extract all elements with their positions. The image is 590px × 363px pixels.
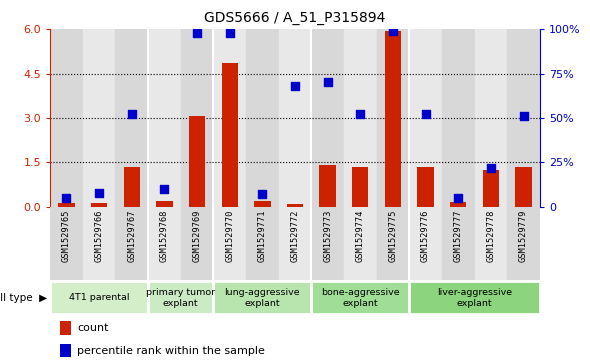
Bar (124, 167, 140, 207)
Point (94, 190, 104, 196)
Bar (246, 207, 278, 280)
Bar (312, 207, 344, 280)
Bar (148, 207, 181, 280)
Bar (246, 29, 278, 207)
Point (290, 83, 300, 89)
Bar (385, 30, 401, 207)
Bar (254, 201, 270, 207)
Text: GSM1529776: GSM1529776 (421, 209, 430, 262)
Text: bone-aggressive
explant: bone-aggressive explant (321, 287, 399, 308)
Text: GSM1529770: GSM1529770 (225, 209, 234, 262)
Point (486, 165, 496, 171)
Bar (312, 29, 344, 207)
Text: GSM1529778: GSM1529778 (486, 209, 496, 262)
Bar (352, 167, 368, 207)
Bar (278, 207, 312, 280)
Bar (181, 207, 214, 280)
Text: GSM1529777: GSM1529777 (454, 209, 463, 262)
Text: GSM1529766: GSM1529766 (94, 209, 104, 262)
Bar (418, 167, 434, 207)
Bar (50, 207, 83, 280)
Bar (507, 29, 540, 207)
Point (127, 111, 136, 117)
Bar (91, 203, 107, 207)
Text: GSM1529769: GSM1529769 (192, 209, 202, 262)
Point (421, 111, 430, 117)
Bar (344, 207, 376, 280)
Bar (376, 207, 409, 280)
Point (323, 79, 332, 85)
Bar (516, 167, 532, 207)
Text: GSM1529772: GSM1529772 (290, 209, 300, 262)
Bar (450, 201, 467, 207)
FancyBboxPatch shape (214, 281, 312, 314)
Title: GDS5666 / A_51_P315894: GDS5666 / A_51_P315894 (204, 11, 386, 25)
Point (192, 30, 202, 36)
Text: primary tumor
explant: primary tumor explant (146, 287, 215, 308)
Bar (214, 29, 246, 207)
Bar (116, 207, 148, 280)
Bar (148, 29, 181, 207)
Bar (222, 63, 238, 207)
Text: GSM1529767: GSM1529767 (127, 209, 136, 262)
Bar (278, 29, 312, 207)
FancyBboxPatch shape (50, 281, 148, 314)
Bar (116, 29, 148, 207)
Point (519, 113, 528, 119)
Bar (483, 170, 499, 207)
Point (388, 28, 398, 34)
Bar (442, 207, 474, 280)
Point (160, 186, 169, 192)
Text: 4T1 parental: 4T1 parental (69, 293, 129, 302)
Bar (50, 29, 83, 207)
Point (225, 30, 234, 36)
Bar (83, 207, 116, 280)
FancyBboxPatch shape (312, 281, 409, 314)
Bar (181, 29, 214, 207)
Point (62, 195, 71, 201)
Bar (189, 117, 205, 207)
Bar (60, 322, 71, 335)
Bar (409, 207, 442, 280)
Point (356, 111, 365, 117)
Point (258, 192, 267, 197)
Bar (507, 207, 540, 280)
FancyBboxPatch shape (148, 281, 214, 314)
Bar (409, 29, 442, 207)
Text: GSM1529774: GSM1529774 (356, 209, 365, 262)
FancyBboxPatch shape (409, 281, 540, 314)
Text: count: count (77, 323, 109, 333)
Text: GSM1529771: GSM1529771 (258, 209, 267, 262)
Bar (344, 29, 376, 207)
Bar (60, 344, 71, 357)
Text: lung-aggressive
explant: lung-aggressive explant (225, 287, 300, 308)
Text: liver-aggressive
explant: liver-aggressive explant (437, 287, 512, 308)
Text: percentile rank within the sample: percentile rank within the sample (77, 346, 265, 356)
Bar (320, 165, 336, 207)
Point (454, 195, 463, 201)
Text: GSM1529768: GSM1529768 (160, 209, 169, 262)
Bar (287, 204, 303, 207)
Bar (58, 203, 74, 207)
Bar (156, 201, 172, 207)
Text: cell type  ▶: cell type ▶ (0, 293, 47, 303)
Bar (214, 207, 246, 280)
Text: GSM1529779: GSM1529779 (519, 209, 528, 262)
Bar (474, 207, 507, 280)
Bar (474, 29, 507, 207)
Text: GSM1529775: GSM1529775 (388, 209, 398, 262)
Text: GSM1529765: GSM1529765 (62, 209, 71, 262)
Bar (442, 29, 474, 207)
Bar (83, 29, 116, 207)
Bar (376, 29, 409, 207)
Text: GSM1529773: GSM1529773 (323, 209, 332, 262)
